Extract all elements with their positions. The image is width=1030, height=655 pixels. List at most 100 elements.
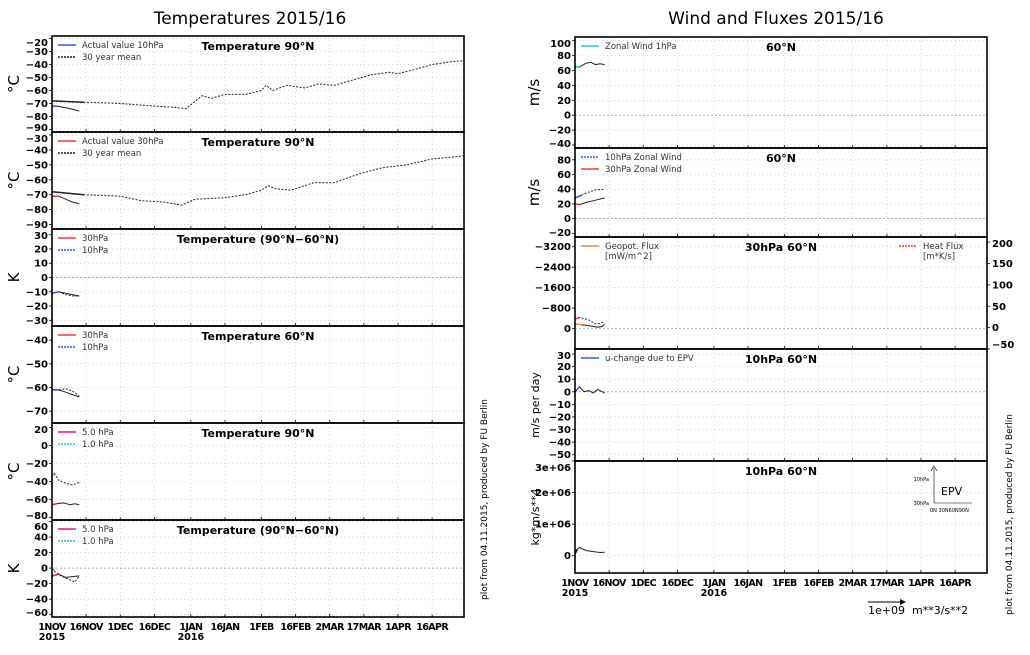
- y-axis-label: °C: [5, 366, 23, 384]
- y-tick-label: 40: [34, 533, 48, 544]
- panel-frame: [51, 519, 465, 618]
- y-axis-label: °C: [5, 75, 23, 93]
- y-axis-label: kg*m/s**4: [529, 488, 542, 545]
- x-tick-label: 16FEB: [280, 622, 311, 633]
- y-tick-label: 30: [557, 351, 571, 362]
- y-tick-label: 30: [34, 231, 48, 242]
- y-tick-label: 0: [41, 564, 48, 575]
- y-tick-label: −30: [26, 47, 48, 58]
- x-tick-label: 16JAN: [210, 622, 240, 633]
- y-tick-label: 10: [557, 375, 571, 386]
- x-tick-label: 16APR: [416, 622, 449, 633]
- y-tick-label: −60: [26, 175, 48, 186]
- panel-title: Temperature 90°N: [202, 427, 315, 440]
- panel-title: Temperature 60°N: [202, 330, 315, 343]
- y-tick-label: −30: [549, 425, 571, 436]
- epv-inset-ytop: 10hPa: [914, 477, 929, 483]
- y-tick-label: −20: [26, 38, 48, 49]
- y-tick-label: 20: [557, 96, 571, 107]
- series-start-marker: [574, 194, 583, 199]
- y-tick-label: 20: [557, 362, 571, 373]
- legend-label: 5.0 hPa: [82, 525, 114, 535]
- x-tick-label: 16FEB: [803, 578, 834, 589]
- chart-panel: 30 20 10 0 −10 −20 −30 30hPa 10hPa Temperature (9…: [5, 228, 465, 327]
- chart-panel: 80 60 40 20 0 −20 10hPa Zonal Wind 30hPa Zonal …: [525, 147, 988, 239]
- y-tick-label: 0: [564, 387, 571, 398]
- panel-title: 30hPa 60°N: [745, 241, 817, 254]
- x-tick-year: 2016: [178, 632, 205, 643]
- y-tick-label: 2e+06: [535, 488, 571, 499]
- y-tick-label: −80: [26, 112, 48, 123]
- y2-tick-label: 150: [992, 259, 1013, 270]
- x-tick-label: 1NOV: [561, 578, 590, 589]
- y-tick-label: 60: [557, 66, 571, 77]
- epv-inset-ybottom: 30hPa: [914, 501, 929, 507]
- series-start-marker: [51, 190, 84, 196]
- series-line: [52, 195, 80, 205]
- x-tick-label: 16NOV: [69, 622, 104, 633]
- credit-left: plot from 04.11.2015, produced by FU Ber…: [480, 399, 490, 600]
- legend-label: 1.0 hPa: [82, 440, 114, 450]
- y-tick-label: −70: [26, 407, 48, 418]
- y-tick-label: 40: [557, 185, 571, 196]
- x-tick-label: 16APR: [939, 578, 972, 589]
- y-tick-label: −40: [26, 595, 48, 606]
- y-tick-label: −50: [26, 73, 48, 84]
- panel-title: 60°N: [766, 152, 796, 165]
- chart-panel: −3200 −2400 −1600 −800 0 200 150 100 50 0 −50 Geopo…: [535, 236, 1014, 351]
- y-axis-label: °C: [5, 463, 23, 481]
- y-axis-label: °C: [5, 172, 23, 190]
- epv-scale-arrow: 1e+09 m**3/s**2: [868, 599, 968, 617]
- y2-tick-label: 100: [992, 280, 1013, 291]
- legend-label: Actual value 10hPa: [82, 41, 163, 51]
- x-tick-label: 16JAN: [733, 578, 763, 589]
- y-tick-label: 0: [564, 214, 571, 225]
- y-tick-label: −40: [26, 145, 48, 156]
- y-tick-label: −40: [549, 438, 571, 449]
- y-axis-label: K: [5, 562, 23, 573]
- panel-frame: [574, 460, 988, 574]
- chart-panel: −40 −50 −60 −70 30hPa 10hPa Temperature 60°N °C: [5, 325, 465, 424]
- x-tick-label: 1APR: [908, 578, 935, 589]
- x-tick-label: 1FEB: [772, 578, 797, 589]
- legend-label: 10hPa: [82, 343, 108, 353]
- legend-unit: [mW/m^2]: [605, 252, 652, 262]
- chart-panel: −20−30 −40 −50 −60 −70 −80−90 Actual value 10h…: [5, 35, 465, 134]
- y2-tick-label: 200: [992, 239, 1013, 250]
- y-tick-label: −3200: [535, 242, 571, 253]
- x-tick-label: 17MAR: [347, 622, 383, 633]
- series-line: [574, 386, 605, 394]
- y-tick-label: −20: [549, 126, 571, 137]
- legend-label: Heat Flux: [923, 242, 964, 252]
- legend-label: 10hPa Zonal Wind: [605, 153, 682, 163]
- y-axis-label: m/s: [525, 79, 543, 107]
- x-tick-label: 1JAN: [179, 622, 203, 633]
- y-tick-label: −60: [26, 495, 48, 506]
- y-tick-label: 40: [557, 81, 571, 92]
- x-tick-label: 1DEC: [108, 622, 134, 633]
- x-tick-label: 17MAR: [870, 578, 906, 589]
- y-tick-label: −800: [542, 304, 571, 315]
- series-line: [51, 472, 80, 486]
- y-tick-label: −30: [26, 316, 48, 327]
- legend-label: 1.0 hPa: [82, 537, 114, 547]
- y-tick-label: −50: [26, 359, 48, 370]
- y-tick-label: 3e+06: [535, 463, 571, 474]
- x-tick-label: 1JAN: [702, 578, 726, 589]
- y-tick-label: 60: [34, 522, 48, 533]
- y-axis-label: m/s: [525, 179, 543, 207]
- y-tick-label: −70: [26, 99, 48, 110]
- panel-title: Temperature (90°N−60°N): [177, 524, 339, 537]
- y-tick-label: −40: [26, 60, 48, 71]
- y-tick-label: 80: [557, 51, 571, 62]
- y-tick-label: 0: [41, 273, 48, 284]
- x-tick-label: 2MAR: [316, 622, 346, 633]
- chart-panel: −30−40 −50 −60 −70 −80 −90 Actual value 30hPa 3…: [5, 131, 465, 231]
- x-tick-year: 2015: [562, 588, 588, 599]
- epv-arrow-value: 1e+09: [868, 604, 905, 617]
- credit-right: plot from 04.11.2015, produced by FU Ber…: [1005, 414, 1015, 615]
- y-tick-label: −90: [26, 123, 48, 134]
